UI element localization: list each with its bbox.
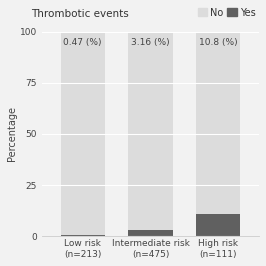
Text: Thrombotic events: Thrombotic events xyxy=(31,9,129,19)
Bar xyxy=(196,32,240,214)
Bar xyxy=(196,214,240,236)
Text: 3.16 (%): 3.16 (%) xyxy=(131,38,170,47)
Bar xyxy=(60,235,105,236)
Text: 10.8 (%): 10.8 (%) xyxy=(199,38,238,47)
Text: 0.47 (%): 0.47 (%) xyxy=(63,38,102,47)
Legend: No, Yes: No, Yes xyxy=(198,7,256,18)
Bar xyxy=(60,32,105,235)
Y-axis label: Percentage: Percentage xyxy=(7,106,17,161)
Bar xyxy=(128,230,173,236)
Bar xyxy=(128,32,173,230)
